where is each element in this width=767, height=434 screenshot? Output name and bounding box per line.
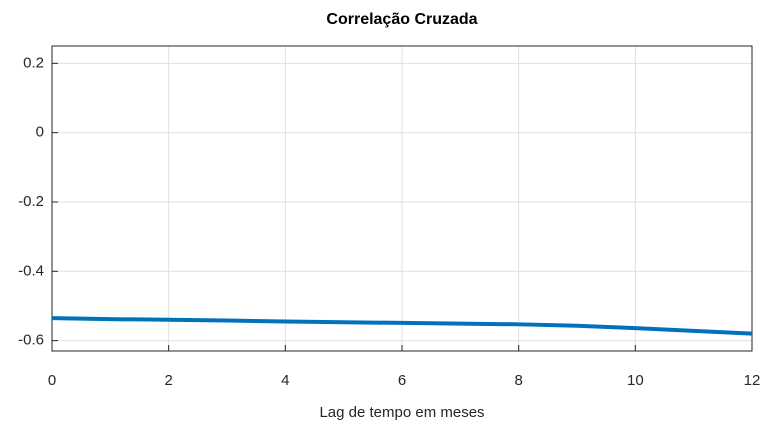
- x-tick-label: 8: [514, 372, 522, 389]
- x-axis-label: Lag de tempo em meses: [319, 404, 484, 421]
- x-tick-label: 10: [627, 372, 644, 389]
- plot-frame: [51, 45, 753, 352]
- y-tick-label: -0.2: [18, 193, 44, 210]
- x-tick-label: 4: [281, 372, 289, 389]
- y-tick-label: -0.6: [18, 332, 44, 349]
- chart-title: Correlação Cruzada: [326, 11, 477, 28]
- x-tick-label: 12: [744, 372, 761, 389]
- y-tick-label: 0.2: [23, 54, 44, 71]
- x-tick-label: 2: [164, 372, 172, 389]
- x-tick-label: 0: [48, 372, 56, 389]
- x-tick-label: 6: [398, 372, 406, 389]
- y-tick-label: -0.4: [18, 262, 44, 279]
- y-tick-label: 0: [36, 124, 44, 141]
- data-line: [51, 316, 753, 336]
